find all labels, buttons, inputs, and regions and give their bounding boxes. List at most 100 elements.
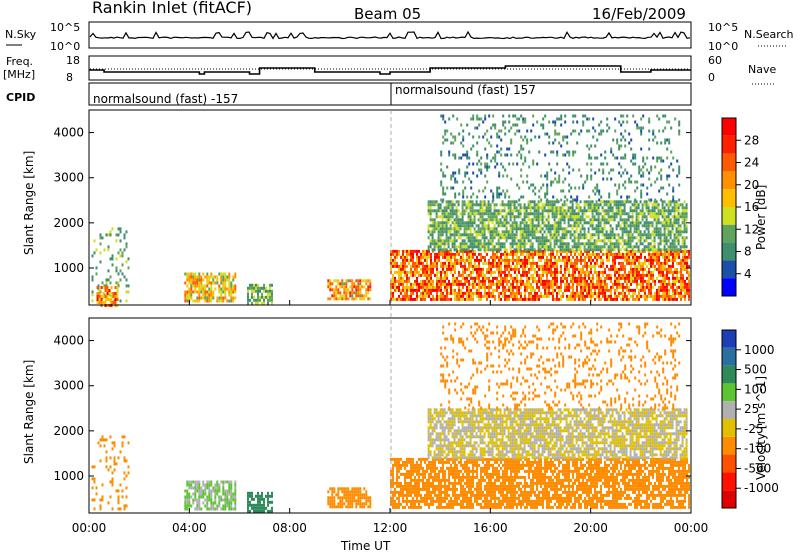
echo-cell bbox=[463, 242, 466, 246]
echo-cell bbox=[526, 285, 528, 289]
echo-cell bbox=[418, 261, 420, 265]
echo-cell bbox=[404, 261, 406, 265]
echo-cell bbox=[598, 192, 601, 196]
echo-cell bbox=[625, 200, 628, 204]
echo-cell bbox=[671, 215, 674, 219]
echo-cell bbox=[116, 298, 119, 301]
echo-cell bbox=[620, 291, 622, 295]
echo-cell bbox=[654, 255, 656, 259]
echo-cell bbox=[408, 276, 410, 280]
echo-cell bbox=[608, 273, 610, 277]
echo-cell bbox=[469, 227, 472, 231]
echo-cell bbox=[196, 275, 199, 279]
echo-cell bbox=[688, 273, 690, 277]
echo-cell bbox=[458, 258, 460, 262]
echo-cell bbox=[196, 480, 199, 484]
echo-cell bbox=[527, 224, 530, 228]
echo-cell bbox=[548, 288, 550, 292]
echo-cell bbox=[509, 248, 512, 252]
echo-cell bbox=[267, 298, 269, 302]
echo-cell bbox=[467, 245, 470, 249]
echo-cell bbox=[644, 273, 646, 277]
echo-cell bbox=[602, 252, 604, 256]
echo-cell bbox=[469, 221, 472, 225]
echo-cell bbox=[518, 285, 520, 289]
echo-cell bbox=[525, 224, 528, 228]
echo-cell bbox=[580, 174, 583, 178]
echo-cell bbox=[609, 206, 612, 210]
echo-cell bbox=[647, 230, 650, 234]
echo-cell bbox=[554, 282, 556, 286]
echo-cell bbox=[527, 248, 530, 252]
echo-cell bbox=[516, 162, 519, 166]
echo-cell bbox=[552, 249, 554, 253]
echo-cell bbox=[656, 141, 659, 145]
echo-cell bbox=[623, 221, 626, 225]
echo-cell bbox=[486, 261, 488, 265]
echo-cell bbox=[204, 287, 207, 291]
echo-cell bbox=[436, 270, 438, 274]
echo-cell bbox=[668, 141, 671, 145]
echo-cell bbox=[515, 233, 518, 237]
echo-cell bbox=[533, 215, 536, 219]
echo-cell bbox=[677, 209, 680, 213]
echo-cell bbox=[404, 267, 406, 271]
echo-cell bbox=[359, 282, 362, 286]
echo-cell bbox=[679, 248, 682, 252]
echo-cell bbox=[493, 212, 496, 216]
echo-cell bbox=[598, 189, 601, 193]
echo-cell bbox=[109, 275, 112, 279]
echo-cell bbox=[547, 230, 550, 234]
echo-cell bbox=[121, 489, 124, 493]
echo-cell bbox=[451, 245, 454, 249]
echo-cell bbox=[572, 120, 575, 124]
echo-cell bbox=[99, 233, 102, 237]
echo-cell bbox=[119, 248, 122, 252]
echo-cell bbox=[521, 221, 524, 225]
echo-cell bbox=[545, 218, 548, 222]
echo-cell bbox=[544, 153, 547, 157]
echo-cell bbox=[588, 195, 591, 199]
echo-cell bbox=[550, 273, 552, 277]
echo-cell bbox=[408, 294, 410, 298]
echo-cell bbox=[222, 290, 225, 294]
echo-cell bbox=[339, 297, 342, 301]
echo-cell bbox=[494, 255, 496, 259]
echo-cell bbox=[676, 267, 678, 271]
echo-cell bbox=[464, 264, 466, 268]
echo-cell bbox=[482, 270, 484, 274]
echo-cell bbox=[482, 276, 484, 280]
echo-cell bbox=[645, 218, 648, 222]
echo-cell bbox=[684, 297, 686, 301]
echo-cell bbox=[408, 249, 410, 253]
echo-cell bbox=[560, 117, 563, 121]
echo-cell bbox=[564, 255, 566, 259]
echo-cell bbox=[392, 297, 394, 301]
echo-cell bbox=[472, 252, 474, 256]
echo-cell bbox=[601, 200, 604, 204]
echo-cell bbox=[680, 294, 682, 298]
echo-cell bbox=[494, 294, 496, 298]
echo-cell bbox=[533, 212, 536, 216]
echo-cell bbox=[494, 264, 496, 268]
echo-cell bbox=[613, 233, 616, 237]
echo-cell bbox=[261, 286, 263, 290]
echo-cell bbox=[194, 495, 197, 499]
echo-cell bbox=[612, 255, 614, 259]
freq-trace bbox=[89, 65, 691, 75]
echo-cell bbox=[568, 255, 570, 259]
echo-cell bbox=[523, 233, 526, 237]
echo-cell bbox=[446, 255, 448, 259]
echo-cell bbox=[563, 200, 566, 204]
echo-cell bbox=[586, 288, 588, 292]
echo-cell bbox=[644, 258, 646, 262]
echo-cell bbox=[632, 270, 634, 274]
echo-cell bbox=[630, 267, 632, 271]
echo-cell bbox=[660, 288, 662, 292]
echo-cell bbox=[410, 255, 412, 259]
echo-cell bbox=[492, 288, 494, 292]
echo-cell bbox=[596, 294, 598, 298]
echo-cell bbox=[606, 282, 608, 286]
echo-cell bbox=[269, 286, 271, 290]
echo-cell bbox=[500, 192, 503, 196]
